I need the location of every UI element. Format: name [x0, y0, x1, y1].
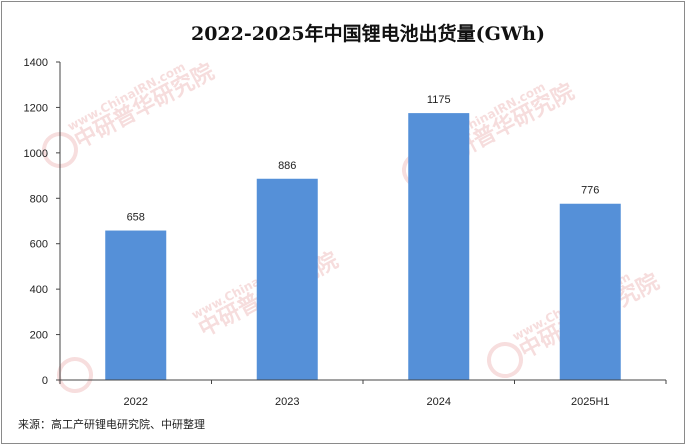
chart-title: 2022-2025年中国锂电池出货量(GWh): [191, 22, 545, 45]
bar-2025H1: [559, 203, 621, 380]
x-axis-labels: 2022 2023 2024 2025H1: [59, 380, 667, 408]
y-tick-label: 0: [42, 375, 48, 387]
data-labels: 658 886 1175 776: [127, 94, 600, 223]
x-tick-label: 2022: [124, 396, 148, 408]
y-axis-ticks: 0 200 400 600 800 1000 1200 1400: [24, 57, 60, 387]
y-tick-label: 400: [30, 284, 48, 296]
data-label: 776: [581, 185, 599, 197]
data-label: 886: [278, 160, 296, 172]
source-note: 来源：高工产研锂电研究院、中研整理: [18, 417, 205, 431]
data-label: 1175: [427, 94, 451, 106]
bar-2022: [105, 230, 167, 380]
x-tick-label: 2025H1: [571, 396, 610, 408]
y-tick-label: 1200: [24, 102, 48, 114]
y-tick-label: 200: [30, 330, 48, 342]
y-tick-label: 600: [30, 239, 48, 251]
bars: [105, 113, 621, 380]
bar-2024: [408, 113, 470, 380]
data-label: 658: [127, 212, 145, 224]
x-tick-label: 2024: [427, 396, 451, 408]
y-tick-label: 1000: [24, 148, 48, 160]
y-tick-label: 1400: [24, 57, 48, 69]
x-tick-label: 2023: [275, 396, 299, 408]
bar-2023: [256, 178, 318, 380]
y-tick-label: 800: [30, 193, 48, 205]
